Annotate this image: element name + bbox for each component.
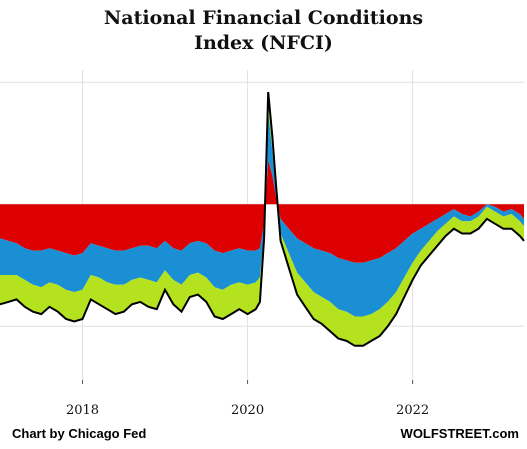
area-risk bbox=[0, 160, 524, 263]
nfci-total-line bbox=[0, 91, 525, 347]
area-series bbox=[0, 92, 524, 346]
x-tick-label: 2018 bbox=[66, 403, 99, 418]
x-tick-label: 2020 bbox=[231, 403, 264, 418]
chart-title-line-2: Index (NFCI) bbox=[194, 32, 333, 54]
x-axis: 2018 2020 2022 bbox=[66, 380, 429, 418]
area-leverage bbox=[0, 92, 524, 346]
chart-title-line-1: National Financial Conditions bbox=[103, 7, 424, 29]
brand-caption: WOLFSTREET.com bbox=[400, 426, 519, 441]
chart-title: National Financial Conditions Index (NFC… bbox=[0, 6, 527, 56]
x-tick-label: 2022 bbox=[396, 403, 429, 418]
total-line bbox=[0, 91, 525, 347]
source-caption: Chart by Chicago Fed bbox=[12, 426, 147, 441]
area-credit bbox=[0, 111, 524, 317]
